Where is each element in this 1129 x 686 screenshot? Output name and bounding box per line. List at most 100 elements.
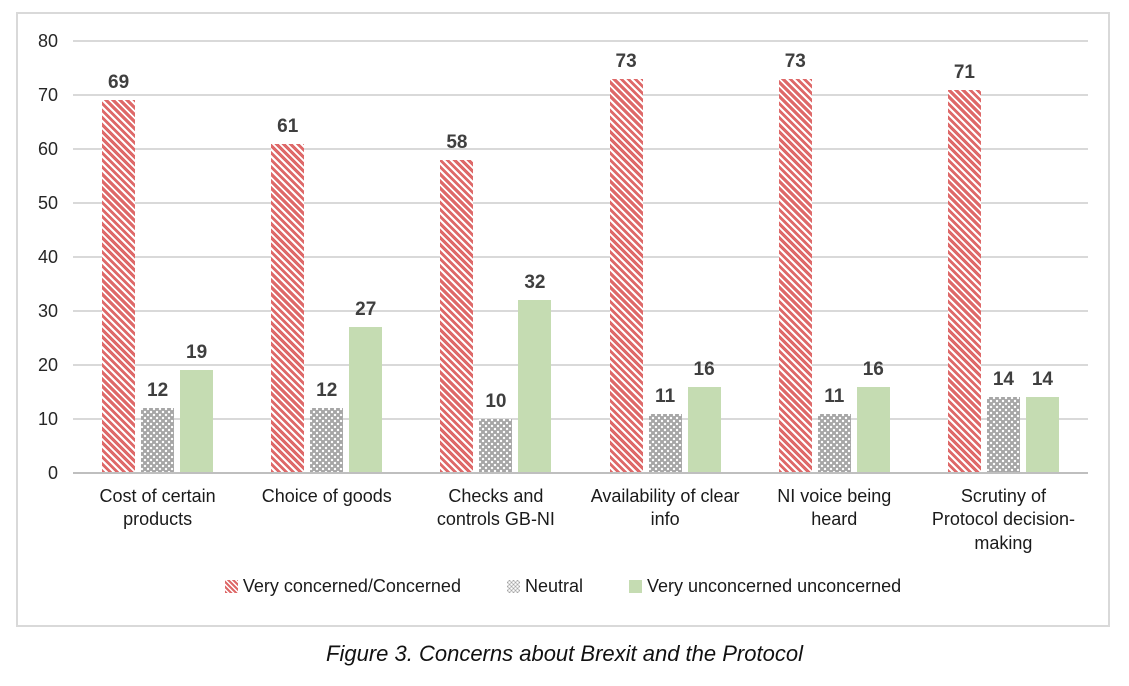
gridline	[73, 310, 1088, 312]
bar-cell-neutral: 12	[141, 380, 175, 473]
y-axis-tick-label: 80	[37, 31, 58, 51]
bar-cell-very-concerned-concerned: 69	[102, 72, 136, 473]
bar-very-unconcerned-unconcerned	[180, 370, 214, 473]
bar-cell-very-unconcerned-unconcerned: 27	[349, 299, 383, 473]
bar-value-label: 10	[485, 391, 507, 412]
bar-very-concerned-concerned	[947, 89, 981, 473]
bar-very-concerned-concerned	[609, 78, 643, 473]
x-axis-labels: Cost of certain products Choice of goods C…	[73, 485, 1088, 555]
legend-item-neutral: Neutral	[506, 576, 583, 597]
gridline	[73, 202, 1088, 204]
bar-cell-very-unconcerned-unconcerned: 32	[518, 272, 552, 473]
gridline	[73, 148, 1088, 150]
bar-value-label: 27	[355, 299, 377, 321]
bar-very-concerned-concerned	[271, 143, 305, 473]
bar-value-label: 11	[655, 385, 676, 407]
category-label: Cost of certain products	[99, 486, 216, 530]
legend-label: Very concerned/Concerned	[242, 576, 461, 596]
bar-value-label: 32	[524, 272, 546, 294]
bar-value-label: 12	[316, 380, 338, 402]
legend-item-very-concerned-concerned: Very concerned/Concerned	[224, 576, 461, 597]
bar-value-label: 12	[147, 380, 169, 402]
bar-group: 73 11 16	[750, 41, 919, 473]
bar-cell-neutral: 12	[310, 380, 344, 473]
x-axis-line	[73, 472, 1088, 474]
bar-neutral	[986, 397, 1020, 473]
bars-layer: 69 12 19 61 12 27 58 10 32 73 11 16 73 11 16 71 14 14	[73, 41, 1088, 473]
bar-very-unconcerned-unconcerned	[687, 386, 721, 473]
bar-very-unconcerned-unconcerned	[1025, 397, 1059, 473]
legend-item-very-unconcerned-unconcerned: Very unconcerned unconcerned	[628, 576, 902, 597]
bar-cell-very-concerned-concerned: 61	[271, 115, 305, 473]
bar-neutral	[141, 408, 175, 473]
category-label: Checks and controls GB-NI	[436, 486, 555, 530]
bar-cell-very-unconcerned-unconcerned: 16	[856, 358, 890, 473]
gridline	[73, 94, 1088, 96]
y-axis-tick-label: 70	[37, 85, 58, 105]
bar-group: 58 10 32	[411, 41, 580, 473]
bar-cell-very-concerned-concerned: 71	[947, 61, 981, 473]
bar-value-label: 16	[693, 358, 715, 380]
category-label: Availability of clear info	[590, 486, 740, 530]
bar-group: 71 14 14	[919, 41, 1088, 473]
bar-neutral	[648, 413, 682, 473]
bar-very-concerned-concerned	[102, 100, 136, 473]
category-label: NI voice being heard	[777, 486, 892, 530]
bar-value-label: 19	[186, 342, 208, 364]
bar-cell-very-unconcerned-unconcerned: 19	[180, 342, 214, 473]
legend-label: Neutral	[524, 576, 583, 596]
bar-value-label: 73	[615, 50, 637, 72]
y-axis-tick-label: 0	[47, 463, 58, 483]
legend: Very concerned/Concerned Neutral Very unco…	[18, 576, 1108, 597]
gridline	[73, 40, 1088, 42]
gridline	[73, 418, 1088, 420]
bar-value-label: 69	[108, 72, 130, 94]
figure-caption: Figure 3. Concerns about Brexit and the …	[326, 641, 803, 666]
gridline	[73, 364, 1088, 366]
legend-swatch-very-unconcerned-unconcerned	[628, 580, 642, 593]
bar-value-label: 58	[446, 131, 468, 153]
bar-neutral	[817, 413, 851, 473]
bar-very-unconcerned-unconcerned	[349, 327, 383, 473]
y-axis-tick-label: 50	[37, 193, 58, 213]
bar-very-unconcerned-unconcerned	[856, 386, 890, 473]
y-axis-tick-label: 20	[37, 355, 58, 375]
bar-cell-neutral: 10	[479, 391, 513, 473]
plot-area: 69 12 19 61 12 27 58 10 32 73 11 16 73 11 16 71 14 14	[73, 40, 1088, 474]
category-label: Scrutiny of Protocol decision-making	[931, 486, 1075, 553]
bar-value-label: 73	[784, 50, 806, 72]
legend-swatch-neutral	[506, 580, 520, 593]
y-axis-tick-label: 10	[37, 409, 58, 429]
bar-value-label: 14	[992, 369, 1014, 391]
y-axis: 0 10 20 30 40 50 60 70 80	[18, 32, 58, 482]
chart-frame: 0 10 20 30 40 50 60 70 80 69 12 19 61 12 27 58 10 32 73 11…	[16, 12, 1110, 627]
y-axis-tick-label: 30	[37, 301, 58, 321]
legend-swatch-very-concerned-concerned	[224, 580, 238, 593]
bar-value-label: 16	[862, 358, 884, 380]
bar-very-concerned-concerned	[440, 159, 474, 473]
bar-group: 69 12 19	[73, 41, 242, 473]
bar-cell-very-concerned-concerned: 58	[440, 131, 474, 473]
bar-cell-very-concerned-concerned: 73	[778, 50, 812, 473]
legend-label: Very unconcerned unconcerned	[646, 576, 902, 596]
gridline	[73, 256, 1088, 258]
y-axis-tick-label: 60	[37, 139, 58, 159]
bar-very-unconcerned-unconcerned	[518, 300, 552, 473]
bar-neutral	[310, 408, 344, 473]
bar-cell-very-unconcerned-unconcerned: 14	[1025, 369, 1059, 473]
y-axis-tick-label: 40	[37, 247, 58, 267]
bar-cell-neutral: 11	[648, 385, 682, 473]
bar-value-label: 11	[824, 385, 845, 407]
bar-cell-very-unconcerned-unconcerned: 16	[687, 358, 721, 473]
bar-cell-very-concerned-concerned: 73	[609, 50, 643, 473]
bar-neutral	[479, 419, 513, 473]
bar-group: 73 11 16	[581, 41, 750, 473]
category-label: Choice of goods	[261, 486, 392, 506]
bar-value-label: 71	[953, 61, 975, 83]
bar-cell-neutral: 11	[817, 385, 851, 473]
bar-cell-neutral: 14	[986, 369, 1020, 473]
bar-value-label: 61	[277, 115, 299, 137]
bar-group: 61 12 27	[242, 41, 411, 473]
bar-value-label: 14	[1031, 369, 1053, 391]
bar-very-concerned-concerned	[778, 78, 812, 473]
